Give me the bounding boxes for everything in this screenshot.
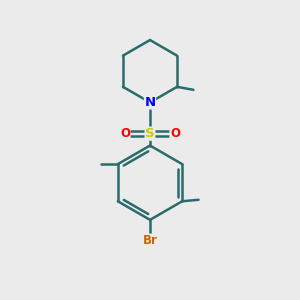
Text: S: S [145, 127, 155, 140]
Text: O: O [170, 127, 180, 140]
Text: O: O [120, 127, 130, 140]
Text: Br: Br [142, 234, 158, 247]
Text: N: N [144, 96, 156, 109]
